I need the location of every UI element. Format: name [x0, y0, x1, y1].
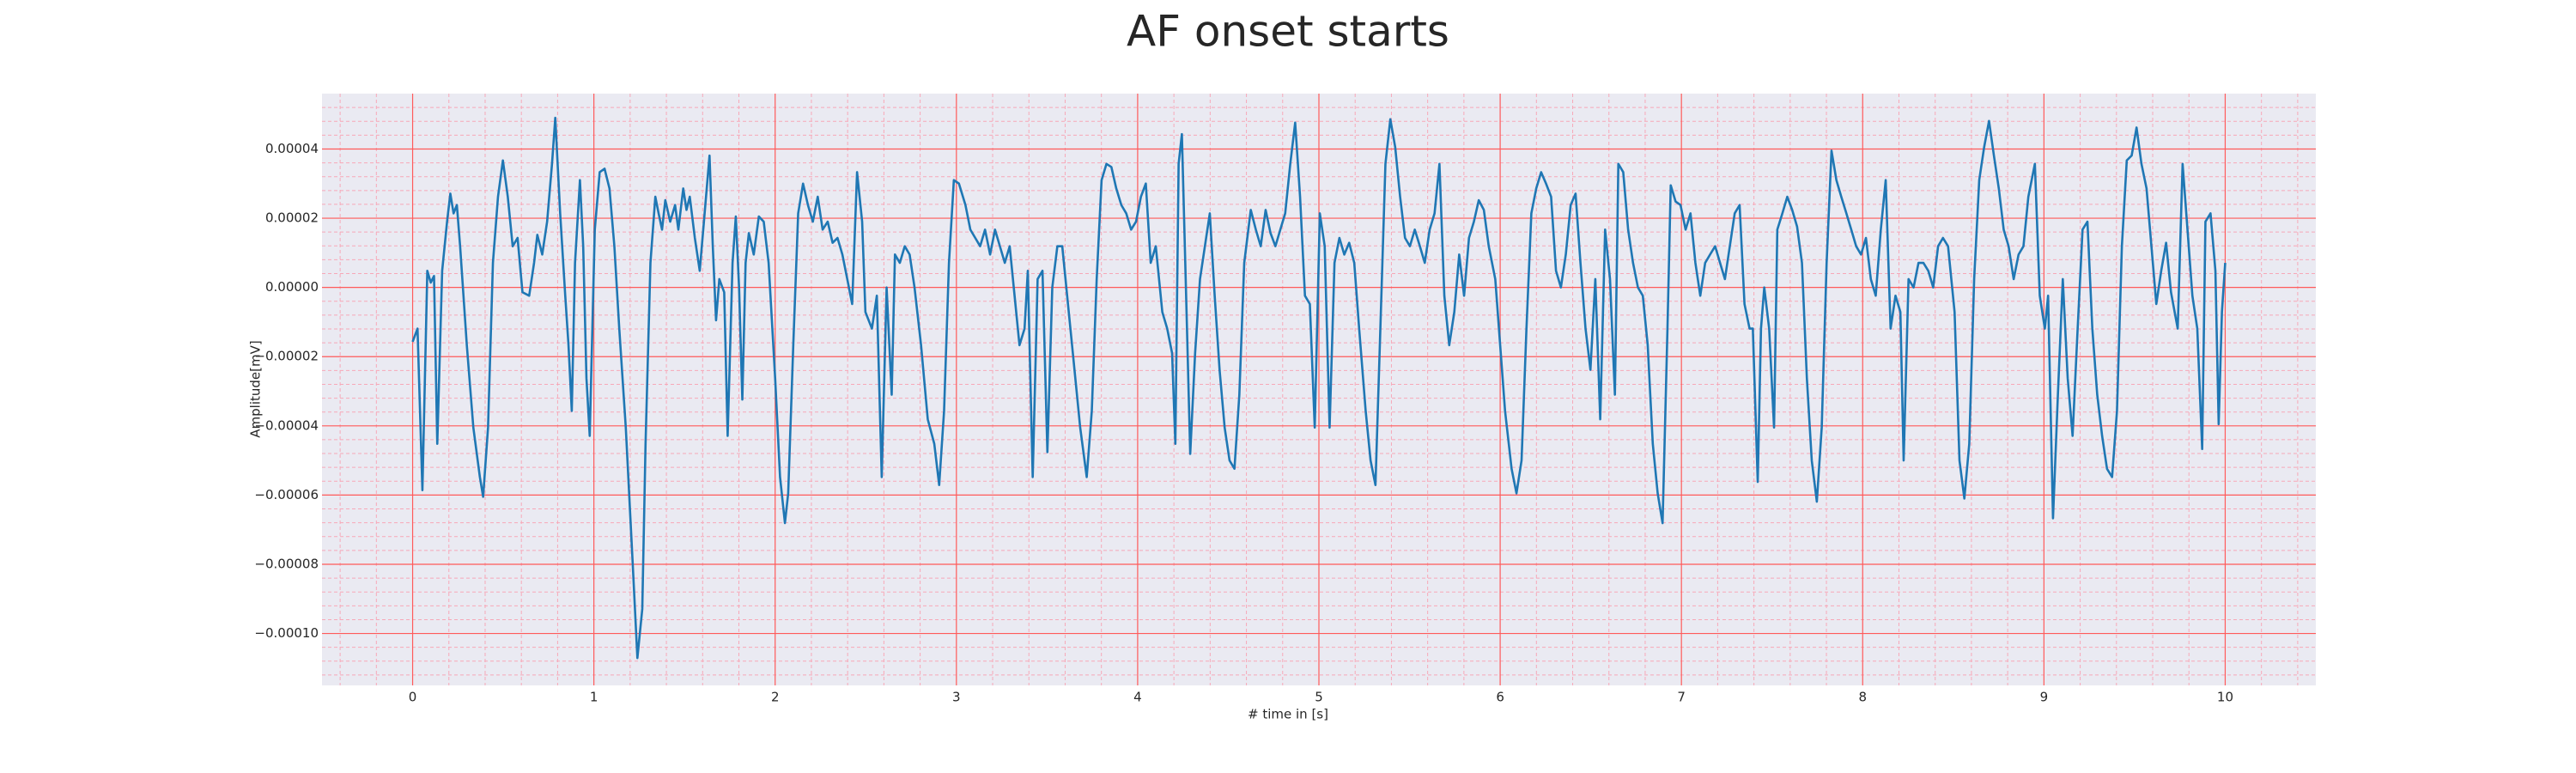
x-tick-label: 2: [771, 690, 780, 705]
y-tick-label: 0.00000: [265, 279, 319, 295]
x-tick-label: 7: [1677, 690, 1686, 705]
x-tick-label: 3: [952, 690, 961, 705]
y-tick-label: −0.00006: [254, 487, 319, 502]
x-tick-label: 5: [1315, 690, 1323, 705]
y-axis-label: Amplitude[mV]: [248, 340, 264, 437]
x-tick-label: 1: [590, 690, 598, 705]
x-tick-label: 9: [2040, 690, 2049, 705]
x-tick-label: 4: [1133, 690, 1142, 705]
x-tick-label: 0: [409, 690, 417, 705]
y-tick-label: −0.00008: [254, 556, 319, 571]
x-tick-label: 10: [2217, 690, 2233, 705]
x-axis-label: # time in [s]: [1248, 707, 1328, 722]
x-tick-label: 6: [1496, 690, 1504, 705]
y-tick-label: −0.00010: [254, 625, 319, 641]
y-tick-label: −0.00004: [254, 417, 319, 433]
y-tick-label: 0.00002: [265, 210, 319, 226]
chart-title: AF onset starts: [1127, 7, 1449, 57]
y-tick-label: 0.00004: [265, 141, 319, 156]
x-tick-label: 8: [1858, 690, 1867, 705]
signal-line: [411, 116, 2227, 660]
y-tick-label: −0.00002: [254, 349, 319, 364]
